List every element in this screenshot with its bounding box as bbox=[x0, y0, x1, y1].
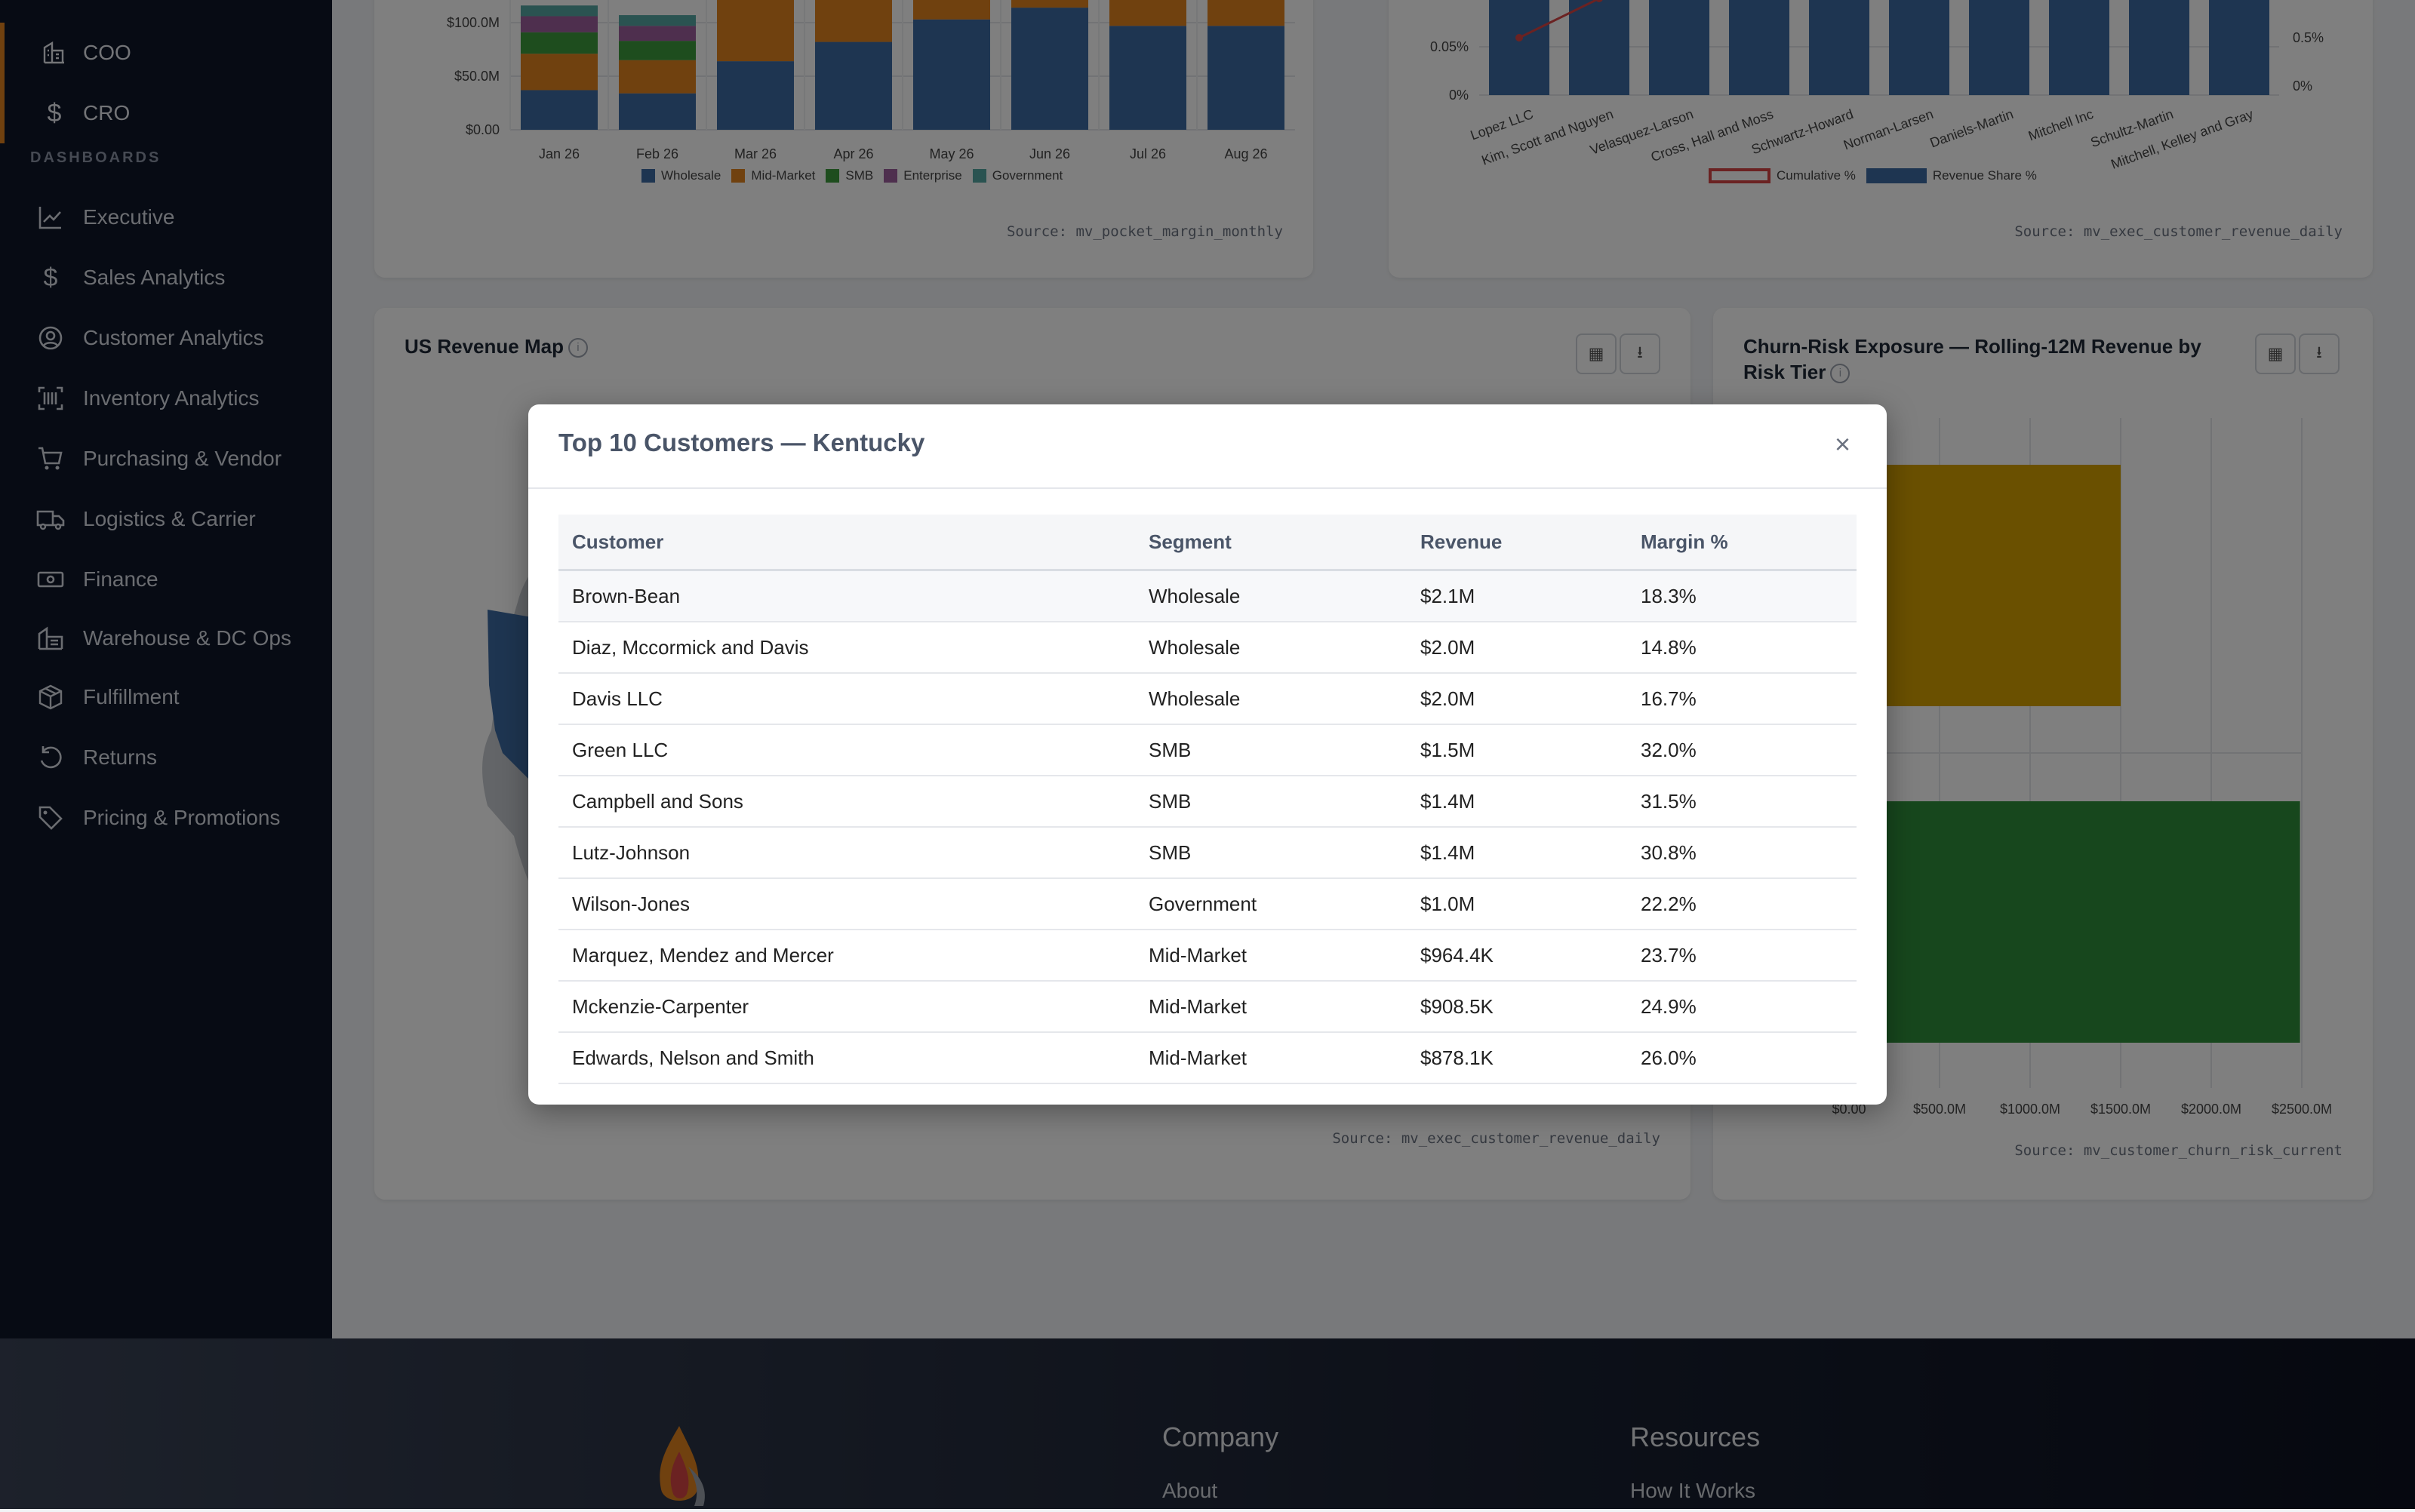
cell-margin: 16.7% bbox=[1627, 673, 1857, 725]
table-row: Edwards, Nelson and Smith Mid-Market $878.… bbox=[558, 1032, 1857, 1084]
cell-segment: Mid-Market bbox=[1135, 930, 1407, 982]
top-customers-modal: Top 10 Customers — Kentucky × Customer S… bbox=[528, 404, 1887, 1105]
table-header-row: Customer Segment Revenue Margin % bbox=[558, 515, 1857, 571]
cell-revenue: $878.1K bbox=[1407, 1032, 1627, 1084]
modal-divider bbox=[528, 487, 1887, 489]
cell-revenue: $1.4M bbox=[1407, 827, 1627, 879]
column-header-margin[interactable]: Margin % bbox=[1627, 515, 1857, 571]
cell-margin: 30.8% bbox=[1627, 827, 1857, 879]
cell-revenue: $2.0M bbox=[1407, 673, 1627, 725]
cell-customer: Green LLC bbox=[558, 724, 1135, 776]
close-icon[interactable]: × bbox=[1834, 429, 1850, 459]
table-row: Davis LLC Wholesale $2.0M 16.7% bbox=[558, 673, 1857, 725]
cell-segment: SMB bbox=[1135, 776, 1407, 828]
table-row: Campbell and Sons SMB $1.4M 31.5% bbox=[558, 776, 1857, 828]
cell-segment: Mid-Market bbox=[1135, 1032, 1407, 1084]
cell-customer: Edwards, Nelson and Smith bbox=[558, 1032, 1135, 1084]
cell-margin: 26.0% bbox=[1627, 1032, 1857, 1084]
cell-margin: 14.8% bbox=[1627, 622, 1857, 674]
cell-customer: Brown-Bean bbox=[558, 570, 1135, 622]
cell-customer: Marquez, Mendez and Mercer bbox=[558, 930, 1135, 982]
cell-customer: Campbell and Sons bbox=[558, 776, 1135, 828]
cell-revenue: $908.5K bbox=[1407, 981, 1627, 1033]
modal-title: Top 10 Customers — Kentucky bbox=[558, 429, 925, 456]
cell-revenue: $2.1M bbox=[1407, 570, 1627, 622]
cell-margin: 18.3% bbox=[1627, 570, 1857, 622]
cell-segment: Mid-Market bbox=[1135, 981, 1407, 1033]
cell-margin: 24.9% bbox=[1627, 981, 1857, 1033]
table-row: Mckenzie-Carpenter Mid-Market $908.5K 24.9% bbox=[558, 981, 1857, 1033]
cell-segment: SMB bbox=[1135, 827, 1407, 879]
cell-segment: Wholesale bbox=[1135, 570, 1407, 622]
table-row: Green LLC SMB $1.5M 32.0% bbox=[558, 724, 1857, 776]
cell-segment: SMB bbox=[1135, 724, 1407, 776]
column-header-customer[interactable]: Customer bbox=[558, 515, 1135, 571]
cell-customer: Wilson-Jones bbox=[558, 878, 1135, 930]
table-row: Marquez, Mendez and Mercer Mid-Market $964… bbox=[558, 930, 1857, 982]
cell-margin: 22.2% bbox=[1627, 878, 1857, 930]
cell-revenue: $1.0M bbox=[1407, 878, 1627, 930]
cell-revenue: $964.4K bbox=[1407, 930, 1627, 982]
cell-revenue: $2.0M bbox=[1407, 622, 1627, 674]
cell-customer: Diaz, Mccormick and Davis bbox=[558, 622, 1135, 674]
cell-revenue: $1.5M bbox=[1407, 724, 1627, 776]
cell-segment: Government bbox=[1135, 878, 1407, 930]
cell-margin: 32.0% bbox=[1627, 724, 1857, 776]
cell-customer: Davis LLC bbox=[558, 673, 1135, 725]
table-row: Brown-Bean Wholesale $2.1M 18.3% bbox=[558, 570, 1857, 622]
cell-customer: Mckenzie-Carpenter bbox=[558, 981, 1135, 1033]
cell-revenue: $1.4M bbox=[1407, 776, 1627, 828]
cell-segment: Wholesale bbox=[1135, 622, 1407, 674]
column-header-segment[interactable]: Segment bbox=[1135, 515, 1407, 571]
table-row: Diaz, Mccormick and Davis Wholesale $2.0M 1… bbox=[558, 622, 1857, 674]
cell-customer: Lutz-Johnson bbox=[558, 827, 1135, 879]
table-row: Lutz-Johnson SMB $1.4M 30.8% bbox=[558, 827, 1857, 879]
column-header-revenue[interactable]: Revenue bbox=[1407, 515, 1627, 571]
cell-margin: 31.5% bbox=[1627, 776, 1857, 828]
top-customers-table: Customer Segment Revenue Margin % Brown-… bbox=[558, 515, 1857, 1084]
cell-margin: 23.7% bbox=[1627, 930, 1857, 982]
table-row: Wilson-Jones Government $1.0M 22.2% bbox=[558, 878, 1857, 930]
cell-segment: Wholesale bbox=[1135, 673, 1407, 725]
